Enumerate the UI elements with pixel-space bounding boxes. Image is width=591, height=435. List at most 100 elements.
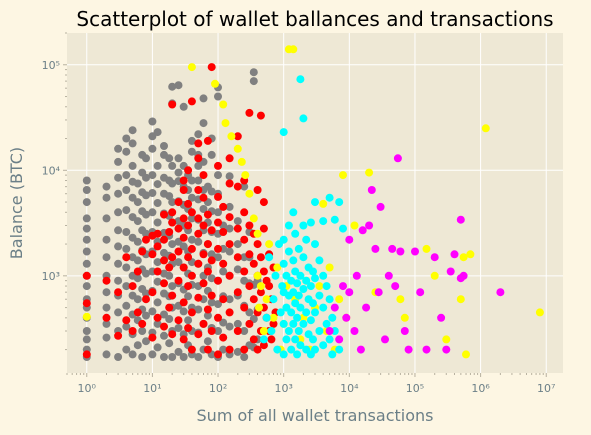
data-point	[122, 228, 131, 236]
data-point	[160, 235, 168, 244]
data-point	[133, 341, 142, 350]
data-point	[233, 288, 242, 297]
data-point	[168, 161, 177, 170]
data-point	[299, 253, 308, 262]
data-point	[404, 345, 413, 354]
data-point	[214, 313, 222, 322]
data-point	[187, 147, 196, 156]
data-point	[240, 353, 249, 361]
data-point	[199, 94, 208, 103]
data-point	[102, 350, 111, 359]
data-point	[253, 271, 262, 280]
x-tick-label: 10⁴	[340, 382, 359, 395]
data-point	[142, 210, 150, 219]
data-point	[259, 327, 268, 335]
data-point	[219, 228, 228, 236]
data-point	[330, 215, 339, 224]
data-point	[148, 250, 157, 259]
data-point	[299, 285, 308, 293]
data-point	[279, 128, 288, 137]
data-point	[335, 335, 344, 344]
data-point	[265, 253, 274, 262]
data-point	[315, 282, 324, 291]
data-point	[165, 271, 174, 280]
data-point	[133, 198, 142, 207]
data-point	[311, 345, 319, 354]
data-point	[179, 307, 188, 316]
data-point	[219, 202, 228, 211]
data-point	[262, 313, 271, 322]
data-point	[245, 250, 254, 259]
data-point	[371, 244, 380, 253]
data-point	[174, 224, 183, 233]
data-point	[422, 244, 431, 253]
data-point	[459, 253, 468, 262]
data-point	[160, 322, 168, 331]
data-point	[165, 154, 174, 163]
data-point	[219, 333, 228, 342]
data-point	[319, 341, 328, 350]
data-point	[179, 214, 188, 223]
data-point	[168, 330, 177, 339]
data-point	[225, 295, 234, 304]
data-point	[153, 343, 162, 352]
data-point	[296, 271, 305, 280]
data-point	[148, 307, 157, 316]
data-point	[114, 353, 123, 361]
data-point	[315, 256, 324, 265]
data-point	[128, 282, 137, 291]
data-point	[225, 308, 234, 317]
data-point	[187, 136, 196, 145]
data-point	[168, 282, 177, 291]
data-point	[138, 353, 147, 361]
data-point	[396, 247, 405, 256]
data-point	[122, 244, 131, 253]
data-point	[148, 333, 157, 342]
data-point	[122, 253, 131, 262]
data-point	[279, 235, 288, 244]
data-point	[219, 345, 228, 354]
data-point	[114, 208, 123, 217]
data-point	[194, 259, 203, 268]
data-point	[187, 345, 196, 354]
data-point	[102, 235, 111, 244]
data-point	[233, 182, 242, 191]
data-point	[282, 271, 291, 280]
data-point	[207, 250, 216, 259]
data-point	[325, 263, 334, 272]
data-point	[148, 189, 157, 197]
data-point	[160, 279, 168, 288]
data-point	[168, 353, 177, 361]
data-point	[187, 63, 196, 72]
data-point	[293, 279, 302, 288]
data-point	[219, 318, 228, 327]
data-point	[233, 347, 242, 356]
data-point	[256, 111, 265, 120]
data-point	[138, 327, 147, 335]
data-point	[214, 350, 222, 359]
data-point	[299, 221, 308, 230]
data-point	[325, 327, 334, 335]
data-point	[207, 150, 216, 159]
data-point	[227, 132, 236, 141]
data-point	[225, 172, 234, 181]
data-point	[122, 322, 131, 331]
data-point	[240, 303, 249, 312]
data-point	[187, 176, 196, 185]
data-point	[203, 337, 212, 346]
data-point	[187, 235, 196, 244]
data-point	[294, 291, 303, 300]
data-points	[82, 45, 544, 361]
data-point	[462, 350, 470, 359]
data-point	[187, 214, 196, 223]
data-point	[102, 319, 111, 328]
data-point	[168, 100, 177, 109]
data-point	[174, 247, 183, 256]
data-point	[253, 229, 262, 238]
data-point	[153, 229, 162, 238]
data-point	[255, 303, 263, 312]
data-point	[174, 198, 183, 207]
data-point	[287, 308, 296, 317]
data-point	[322, 282, 331, 291]
data-point	[184, 166, 193, 175]
